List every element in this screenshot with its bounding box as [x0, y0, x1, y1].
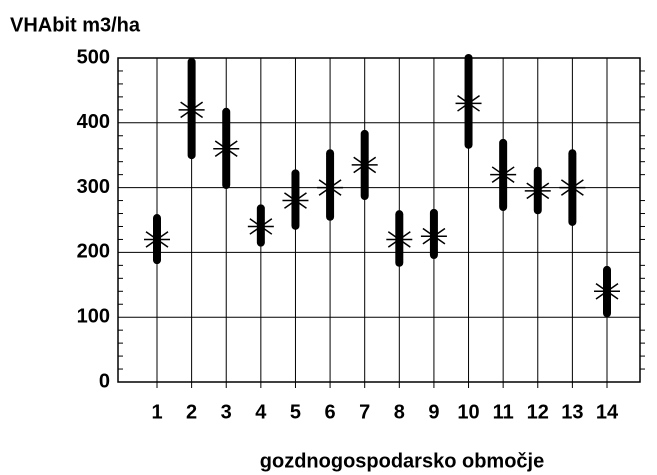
x-tick-label: 12: [527, 401, 549, 423]
x-tick-label: 4: [255, 401, 267, 423]
x-tick-label: 11: [493, 401, 514, 423]
marker: [490, 163, 517, 186]
y-tick-label: 500: [77, 46, 110, 68]
marker: [455, 92, 482, 115]
x-tick-label: 13: [561, 401, 583, 423]
y-tick-label: 300: [77, 176, 110, 198]
x-axis-label: gozdnogospodarsko območje: [260, 450, 544, 472]
chart-title: VHAbit m3/ha: [10, 14, 141, 36]
x-tick-label: 3: [221, 401, 232, 423]
y-tick-label: 0: [99, 370, 110, 392]
x-tick-label: 8: [394, 401, 405, 423]
marker: [386, 228, 413, 251]
marker: [559, 176, 586, 199]
x-tick-label: 5: [290, 401, 301, 423]
y-tick-label: 400: [77, 111, 110, 133]
marker: [178, 98, 205, 121]
x-tick-label: 10: [457, 401, 479, 423]
marker: [351, 153, 378, 176]
x-tick-label: 7: [359, 401, 370, 423]
y-tick-label: 100: [77, 305, 110, 327]
x-tick-label: 6: [325, 401, 336, 423]
marker: [317, 176, 344, 199]
y-tick-label: 200: [77, 241, 110, 263]
marker: [594, 280, 620, 303]
marker: [213, 137, 240, 160]
x-tick-label: 1: [151, 401, 162, 423]
marker: [420, 225, 447, 248]
marker: [524, 179, 551, 202]
x-tick-label: 14: [596, 401, 619, 423]
x-tick-label: 9: [428, 401, 439, 423]
marker: [282, 189, 309, 212]
x-tick-label: 2: [186, 401, 197, 423]
marker: [247, 215, 274, 238]
marker: [144, 228, 170, 251]
